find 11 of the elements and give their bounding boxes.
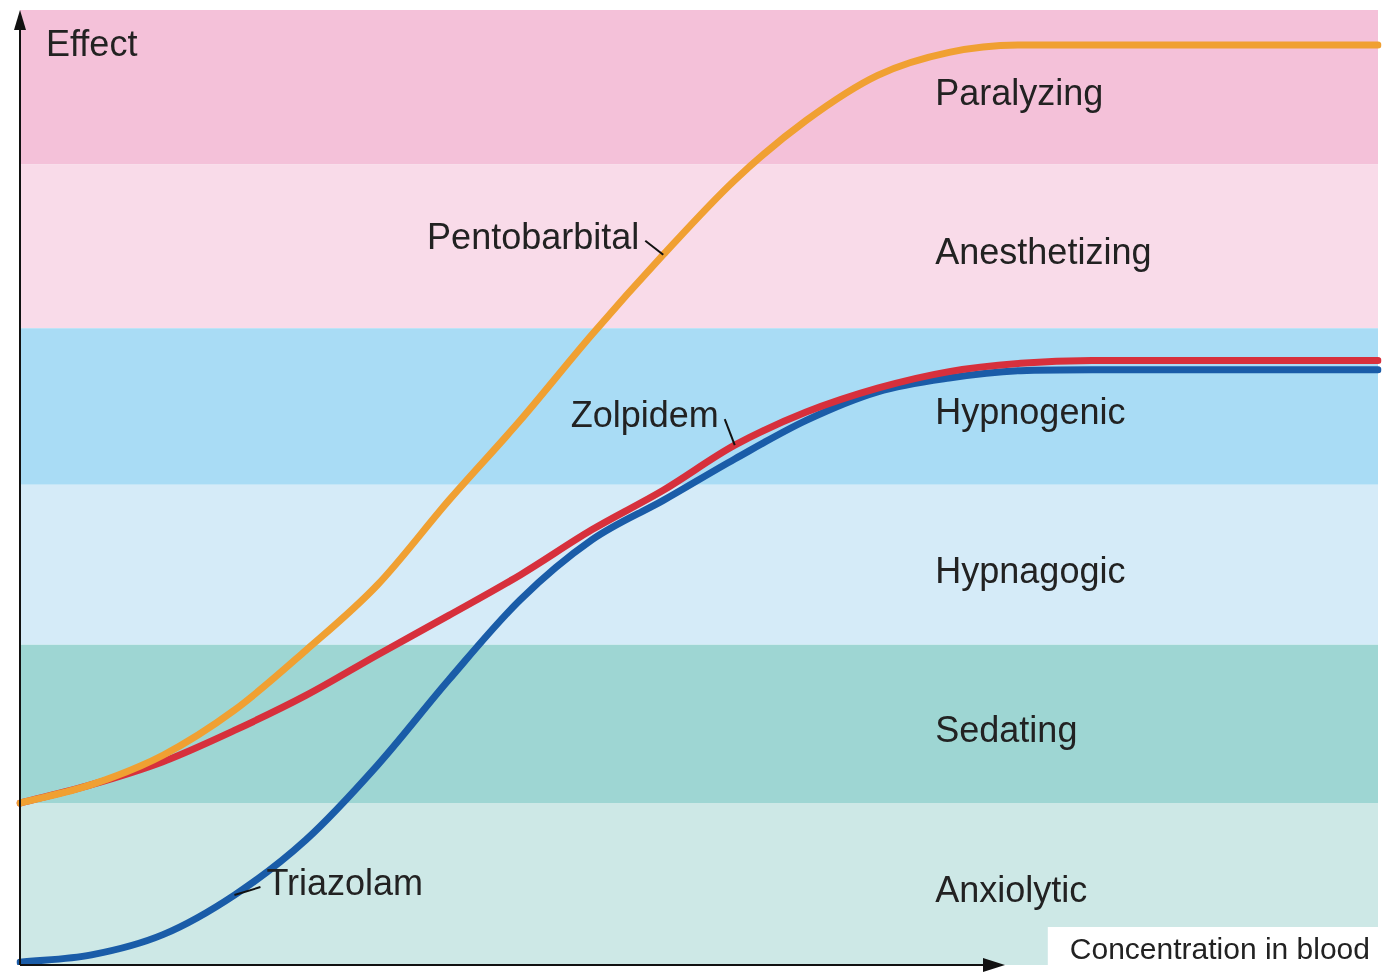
series-label: Triazolam bbox=[266, 862, 424, 903]
band-label: Anesthetizing bbox=[935, 231, 1152, 273]
band-label: Hypnogenic bbox=[935, 391, 1126, 433]
x-axis-title: Concentration in blood bbox=[1069, 932, 1370, 966]
y-axis-title: Effect bbox=[46, 22, 138, 64]
series-label: Zolpidem bbox=[570, 394, 719, 436]
band-label: Anxiolytic bbox=[935, 868, 1088, 910]
series-label: Pentobarbital bbox=[427, 215, 640, 257]
band-label: Sedating bbox=[935, 708, 1078, 750]
band-label: Paralyzing bbox=[935, 72, 1104, 114]
band-label: Hypnagogic bbox=[935, 549, 1126, 591]
